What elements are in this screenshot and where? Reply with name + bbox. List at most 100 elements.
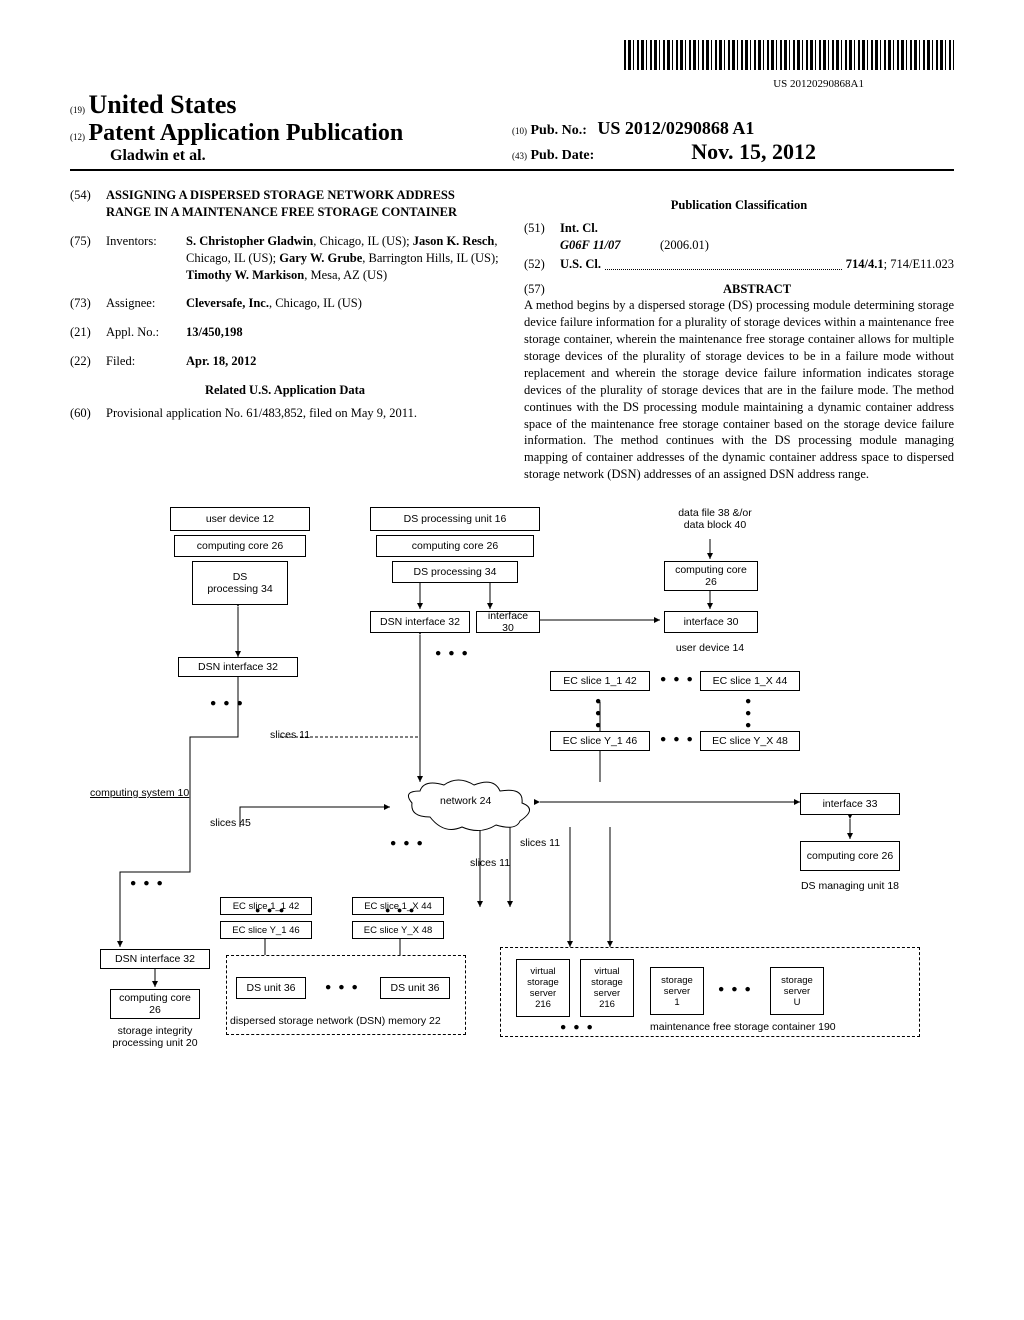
- inventors-label: Inventors:: [106, 233, 186, 284]
- box-interface-30-right: interface 30: [664, 611, 758, 633]
- label-slices-45: slices 45: [210, 817, 251, 829]
- code-10: (10): [512, 126, 527, 136]
- barcode-graphic: [624, 40, 954, 70]
- code-21: (21): [70, 324, 106, 341]
- code-19: (19): [70, 105, 85, 115]
- pub-date-label: Pub. Date:: [531, 148, 595, 163]
- us-cl-value: 714/4.1; 714/E11.023: [846, 256, 954, 273]
- label-dsn-memory: dispersed storage network (DSN) memory 2…: [230, 1015, 441, 1027]
- related-data-head: Related U.S. Application Data: [70, 382, 500, 399]
- figure-1: user device 12 computing core 26 DS proc…: [70, 507, 940, 1077]
- code-57: (57): [524, 281, 560, 298]
- box-dsn-interface-32-top: DSN interface 32: [178, 657, 298, 677]
- box-ds-processing-34-left: DS processing 34: [192, 561, 288, 605]
- invention-title: ASSIGNING A DISPERSED STORAGE NETWORK AD…: [106, 187, 500, 221]
- biblio-right: Publication Classification (51) Int. Cl.…: [524, 187, 954, 483]
- box-ec-slice-y-x-top: EC slice Y_X 48: [700, 731, 800, 751]
- dots-vss: ● ● ●: [560, 1021, 595, 1033]
- box-user-device-14: user device 14: [640, 637, 780, 659]
- pub-date: Nov. 15, 2012: [691, 139, 816, 164]
- box-storage-server-u: storage server U: [770, 967, 824, 1015]
- dots-ds-units: ● ● ●: [325, 981, 360, 993]
- header-right: (10) Pub. No.: US 2012/0290868 A1 (43) P…: [512, 118, 954, 165]
- dots-4: ● ● ●: [390, 837, 425, 849]
- label-maint-free: maintenance free storage container 190: [650, 1021, 836, 1033]
- code-43: (43): [512, 151, 527, 161]
- box-ec-slice-y-x-low: EC slice Y_X 48: [352, 921, 444, 939]
- field-75: (75) Inventors: S. Christopher Gladwin, …: [70, 233, 500, 284]
- biblio-left: (54) ASSIGNING A DISPERSED STORAGE NETWO…: [70, 187, 500, 483]
- dotted-leader: [605, 259, 842, 270]
- box-computing-core-26-mid: computing core 26: [376, 535, 534, 557]
- box-ec-slice-1-1-top: EC slice 1_1 42: [550, 671, 650, 691]
- int-cl-label: Int. Cl.: [560, 220, 954, 237]
- provisional-info: Provisional application No. 61/483,852, …: [106, 405, 500, 422]
- bibliographic-section: (54) ASSIGNING A DISPERSED STORAGE NETWO…: [70, 187, 954, 483]
- label-slices-11-b: slices 11: [520, 837, 560, 849]
- box-ec-slice-1-x-top: EC slice 1_X 44: [700, 671, 800, 691]
- pub-no-label: Pub. No.:: [531, 123, 587, 138]
- authors-short: Gladwin et al.: [70, 147, 512, 165]
- box-ec-slice-y-1-low: EC slice Y_1 46: [220, 921, 312, 939]
- code-22: (22): [70, 353, 106, 370]
- box-ec-slice-y-1-top: EC slice Y_1 46: [550, 731, 650, 751]
- code-60: (60): [70, 405, 106, 422]
- country: United States: [89, 90, 237, 119]
- box-ds-processing-unit-16: DS processing unit 16: [370, 507, 540, 531]
- box-interface-30-mid: interface 30: [476, 611, 540, 633]
- header: (19) United States (12) Patent Applicati…: [70, 90, 954, 171]
- field-52: (52) U.S. Cl. 714/4.1; 714/E11.023: [524, 256, 954, 273]
- code-51: (51): [524, 220, 560, 254]
- appl-no-label: Appl. No.:: [106, 324, 186, 341]
- filed-date: Apr. 18, 2012: [186, 353, 500, 370]
- code-52: (52): [524, 256, 560, 273]
- box-computing-core-26-bottom: computing core 26: [110, 989, 200, 1019]
- code-75: (75): [70, 233, 106, 284]
- label-storage-integrity: storage integrity processing unit 20: [90, 1025, 220, 1049]
- header-left: (19) United States (12) Patent Applicati…: [70, 90, 512, 165]
- box-dsn-interface-32-mid: DSN interface 32: [370, 611, 470, 633]
- dots-ec-top-2: ● ● ●: [660, 733, 695, 745]
- barcode-area: [70, 40, 954, 74]
- filed-label: Filed:: [106, 353, 186, 370]
- inventors-content: S. Christopher Gladwin, Chicago, IL (US)…: [186, 233, 500, 284]
- field-21: (21) Appl. No.: 13/450,198: [70, 324, 500, 341]
- box-computing-core-26-ds-mgr: computing core 26: [800, 841, 900, 871]
- abstract-body: A method begins by a dispersed storage (…: [524, 297, 954, 483]
- label-slices-11-c: slices 11: [470, 857, 510, 869]
- field-22: (22) Filed: Apr. 18, 2012: [70, 353, 500, 370]
- dots-storage-servers: ● ● ●: [718, 983, 753, 995]
- dots-ec-top-1: ● ● ●: [660, 673, 695, 685]
- label-slices-11-a: slices 11: [270, 729, 310, 741]
- field-73: (73) Assignee: Cleversafe, Inc., Chicago…: [70, 295, 500, 312]
- box-computing-core-26-right: computing core 26: [664, 561, 758, 591]
- inventor-2: Jason K. Resch: [413, 234, 495, 248]
- assignee-label: Assignee:: [106, 295, 186, 312]
- box-interface-33: interface 33: [800, 793, 900, 815]
- assignee-content: Cleversafe, Inc., Chicago, IL (US): [186, 295, 500, 312]
- code-73: (73): [70, 295, 106, 312]
- code-12: (12): [70, 132, 85, 142]
- barcode-number: US 20120290868A1: [70, 78, 864, 90]
- appl-no: 13/450,198: [186, 324, 500, 341]
- dots-1: ● ● ●: [210, 697, 245, 709]
- inventor-4: Timothy W. Markison: [186, 268, 304, 282]
- box-ds-managing-unit: DS managing unit 18: [770, 875, 930, 897]
- ipc-date: (2006.01): [660, 237, 709, 254]
- box-user-device-12: user device 12: [170, 507, 310, 531]
- label-data-file: data file 38 &/or data block 40: [640, 507, 790, 531]
- pub-no: US 2012/0290868 A1: [597, 118, 754, 138]
- dots-3: ● ● ●: [130, 877, 165, 889]
- ipc-code: G06F 11/07: [560, 237, 660, 254]
- box-ds-unit-36-a: DS unit 36: [236, 977, 306, 999]
- abstract-head: ABSTRACT: [560, 281, 954, 298]
- field-60: (60) Provisional application No. 61/483,…: [70, 405, 500, 422]
- box-virtual-storage-server-a: virtual storage server 216: [516, 959, 570, 1017]
- classification-head: Publication Classification: [524, 197, 954, 214]
- dots-ec-low-1: ● ● ●: [255, 905, 286, 915]
- box-ds-unit-36-b: DS unit 36: [380, 977, 450, 999]
- inventor-3: Gary W. Grube: [279, 251, 362, 265]
- box-storage-server-1: storage server 1: [650, 967, 704, 1015]
- network-cloud: network 24: [400, 777, 540, 837]
- us-cl-label: U.S. Cl.: [560, 256, 601, 273]
